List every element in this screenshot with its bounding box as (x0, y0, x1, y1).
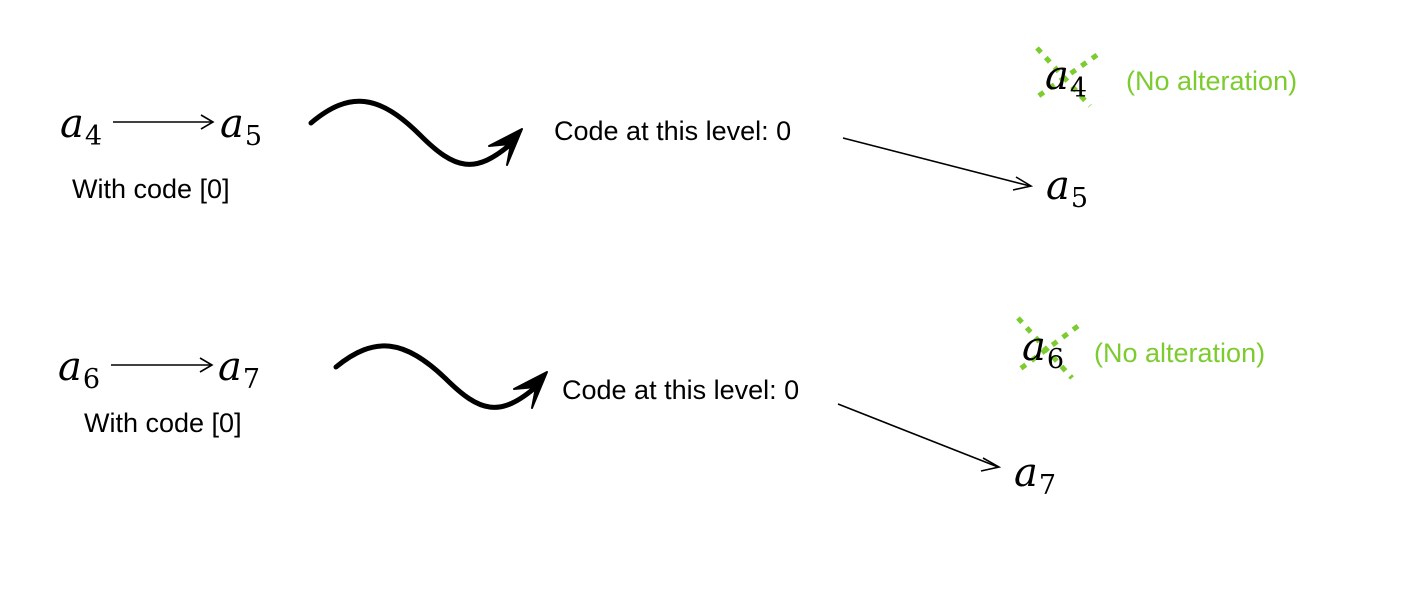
row-1-kept-var: a5 (1046, 163, 1088, 212)
row-2-level-label: Code at this level: 0 (562, 375, 800, 405)
var-sub: 6 (82, 364, 101, 395)
row-1-source-var: a4 (60, 101, 102, 150)
row-2-target-var: a7 (218, 344, 260, 393)
var-sub: 5 (244, 121, 263, 152)
row-1-code-label: With code [0] (72, 174, 230, 204)
var-sub: 4 (84, 121, 103, 152)
row-2-code-label: With code [0] (84, 408, 242, 438)
row-2 (111, 316, 1080, 472)
row-1-result-arrow (842, 137, 1034, 191)
var-sub: 5 (1070, 183, 1089, 214)
row-1-crossed-var: a4 (1045, 53, 1087, 102)
var-base: a (1022, 324, 1046, 370)
row-1-squiggle-arrow (308, 98, 523, 167)
var-base: a (60, 101, 84, 147)
row-1-level-label: Code at this level: 0 (554, 116, 792, 146)
row-1-cross-mark (1035, 46, 1099, 108)
row-2-no-alteration-note: (No alteration) (1094, 338, 1266, 368)
var-base: a (218, 344, 242, 390)
row-2-crossed-var: a6 (1022, 324, 1064, 373)
var-sub: 7 (1038, 470, 1057, 501)
var-base: a (1014, 450, 1038, 496)
row-2-cross-mark (1014, 316, 1080, 380)
row-2-result-arrow (837, 403, 1002, 472)
var-base: a (1045, 53, 1069, 99)
row-2-kept-var: a7 (1014, 450, 1056, 499)
row-2-source-var: a6 (58, 344, 100, 393)
row-1 (113, 46, 1099, 191)
row-1-no-alteration-note: (No alteration) (1126, 66, 1298, 96)
row-1-source-arrow (113, 114, 215, 130)
row-1-target-var: a5 (220, 101, 262, 150)
var-base: a (58, 344, 82, 390)
var-sub: 4 (1069, 73, 1088, 104)
var-base: a (1046, 163, 1070, 209)
var-sub: 7 (242, 364, 261, 395)
row-2-source-arrow (111, 357, 214, 373)
var-sub: 6 (1046, 344, 1065, 375)
row-2-squiggle-arrow (333, 343, 548, 410)
var-base: a (220, 101, 244, 147)
